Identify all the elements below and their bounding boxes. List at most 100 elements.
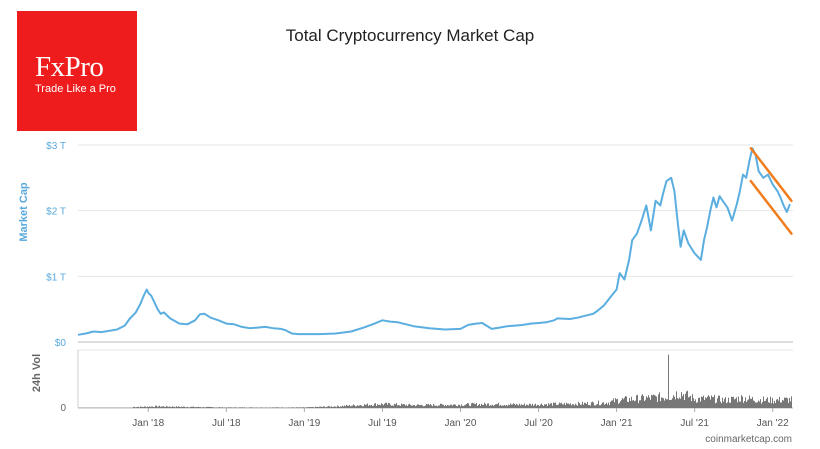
volume-bar [607,404,608,408]
volume-bar [353,404,354,408]
volume-bar [417,404,418,408]
volume-bar [516,403,517,408]
volume-bar [436,405,437,408]
volume-bar [684,399,685,408]
volume-bar [314,407,315,408]
volume-bar [463,405,464,408]
volume-bar [200,407,201,408]
volume-bar [276,407,277,408]
volume-bar [364,404,365,408]
volume-bar [277,407,278,408]
volume-bar [397,405,398,408]
volume-bar [753,400,754,408]
volume-bar [498,402,499,408]
volume-bar [609,404,610,408]
volume-bar [768,402,769,408]
volume-bar [664,400,665,408]
volume-bar [500,404,501,408]
volume-bar [737,402,738,408]
volume-bar [146,407,147,408]
volume-bar [244,407,245,408]
volume-bar [539,406,540,408]
volume-bar [526,404,527,408]
volume-bar [696,402,697,408]
volume-bar [187,406,188,408]
volume-bar [356,406,357,408]
volume-bar [553,402,554,408]
volume-bar [392,405,393,408]
volume-bar [341,406,342,408]
volume-bar [407,406,408,408]
volume-bar [530,403,531,408]
volume-bar [639,400,640,408]
volume-bar [168,406,169,408]
volume-bar [665,398,666,408]
volume-bar [234,407,235,408]
volume-bar [699,397,700,408]
volume-bar [693,398,694,408]
volume-bar [274,407,275,408]
volume-bar [590,405,591,408]
volume-bar [450,404,451,408]
volume-bar [309,407,310,408]
volume-bar [501,405,502,408]
volume-bar [135,407,136,408]
volume-bar [490,405,491,408]
volume-bar [780,402,781,408]
volume-bar [220,407,221,408]
volume-bar [301,407,302,408]
volume-bar [318,407,319,408]
volume-bar [362,406,363,408]
volume-bar [454,404,455,408]
volume-bar [605,403,606,408]
volume-bar [582,401,583,408]
volume-bar [444,406,445,408]
volume-bar [611,400,612,408]
volume-bar [175,407,176,408]
volume-bar [570,403,571,408]
volume-bar [371,404,372,408]
volume-bar [300,407,301,408]
volume-bar [458,404,459,408]
volume-bar [469,405,470,408]
volume-bar [772,397,773,408]
volume-bar [330,407,331,408]
volume-bar [350,406,351,408]
volume-bar [478,405,479,408]
volume-bar [320,406,321,408]
volume-bar [240,407,241,408]
volume-bar [702,397,703,408]
volume-bar [566,402,567,408]
volume-bar [629,397,630,408]
volume-bar [555,402,556,408]
volume-bar [522,404,523,408]
volume-bar [196,407,197,408]
volume-bar [489,405,490,408]
volume-bar [161,406,162,408]
volume-bar [481,403,482,408]
volume-bar [256,407,257,408]
volume-bar [347,405,348,408]
volume-bar [340,406,341,408]
volume-bar [769,402,770,408]
volume-bar [747,400,748,408]
volume-bar [671,399,672,408]
volume-bar [722,397,723,408]
volume-bar [174,406,175,408]
volume-bar [601,404,602,408]
volume-bar [641,395,642,408]
volume-bar [697,402,698,408]
volume-bar [445,404,446,408]
volume-bar [766,398,767,408]
volume-bar [455,404,456,408]
volume-bar [466,404,467,408]
volume-bar [164,406,165,408]
volume-bar [282,407,283,408]
volume-bar [329,406,330,408]
volume-bar [648,395,649,408]
volume-bar [640,400,641,408]
volume-bar [714,394,715,408]
volume-bar [718,395,719,408]
logo-tagline: Trade Like a Pro [35,83,116,95]
volume-bar [193,406,194,408]
